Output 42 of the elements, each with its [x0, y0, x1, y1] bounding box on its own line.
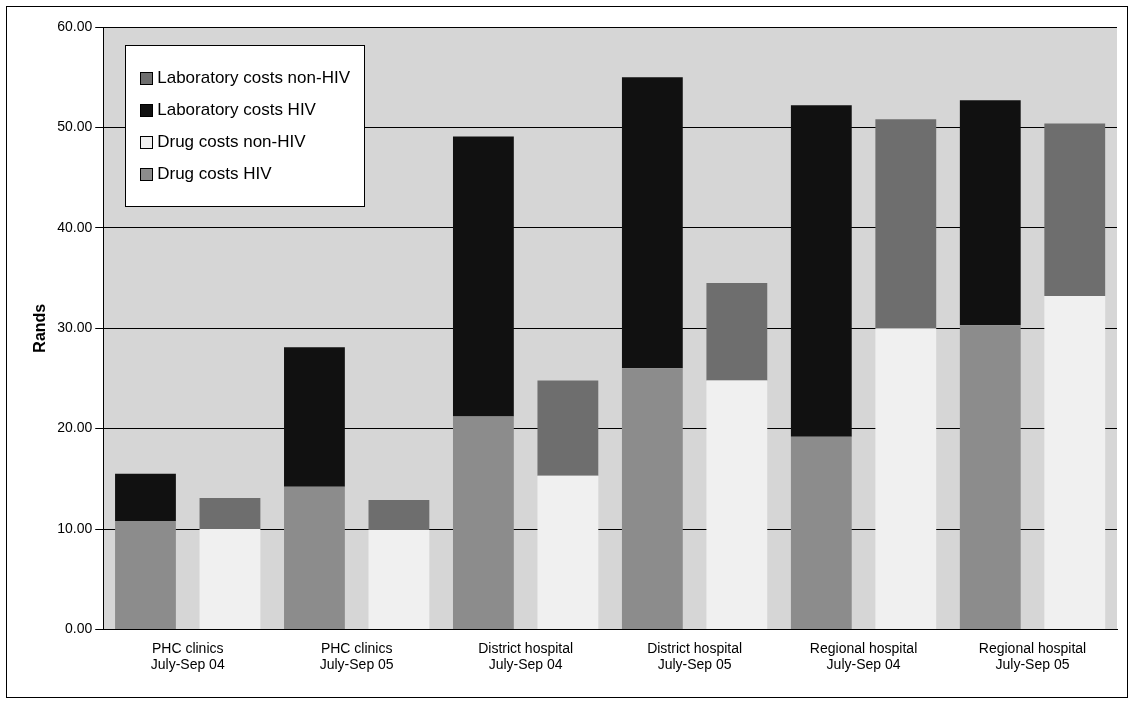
bar [875, 328, 937, 629]
x-tick-label: PHC clinics July-Sep 05 [319, 639, 394, 673]
legend-label: Drug costs non-HIV [157, 132, 306, 152]
bar [1044, 123, 1106, 297]
bar [790, 105, 852, 437]
bar [284, 347, 345, 487]
y-tick-label: 30.00 [57, 319, 93, 336]
bar [368, 499, 430, 530]
bar [452, 416, 514, 629]
x-tick-label: Regional hospital July-Sep 04 [809, 639, 918, 673]
y-tick-label: 10.00 [57, 519, 93, 536]
y-tick-label: 20.00 [57, 419, 93, 436]
legend-label: Laboratory costs non-HIV [157, 68, 350, 88]
bar [1044, 296, 1106, 629]
legend-label: Laboratory costs HIV [157, 100, 316, 120]
bar [537, 475, 599, 629]
bar [199, 529, 261, 629]
bar [706, 380, 768, 629]
bar [115, 520, 176, 629]
bar [537, 380, 599, 476]
bar [621, 368, 683, 629]
bar [790, 436, 852, 629]
y-axis-title: Rands [31, 303, 49, 353]
bar [284, 486, 345, 629]
x-tick-label: District hospital July-Sep 04 [478, 639, 574, 673]
bar [368, 530, 430, 629]
bar [115, 473, 176, 521]
bar [875, 119, 937, 329]
y-tick-label: 0.00 [64, 620, 93, 637]
y-tick-label: 50.00 [57, 118, 93, 135]
y-tick-label: 60.00 [57, 17, 93, 34]
bar [199, 497, 261, 529]
y-tick-label: 40.00 [57, 218, 93, 235]
bar [959, 100, 1021, 326]
bar [621, 77, 683, 369]
x-tick-label: District hospital July-Sep 05 [647, 639, 743, 673]
x-tick-label: PHC clinics July-Sep 04 [150, 639, 225, 673]
x-tick-label: Regional hospital July-Sep 05 [978, 639, 1087, 673]
bar [452, 136, 514, 417]
bar [706, 283, 768, 381]
bar [959, 325, 1021, 629]
legend-label: Drug costs HIV [157, 164, 272, 184]
